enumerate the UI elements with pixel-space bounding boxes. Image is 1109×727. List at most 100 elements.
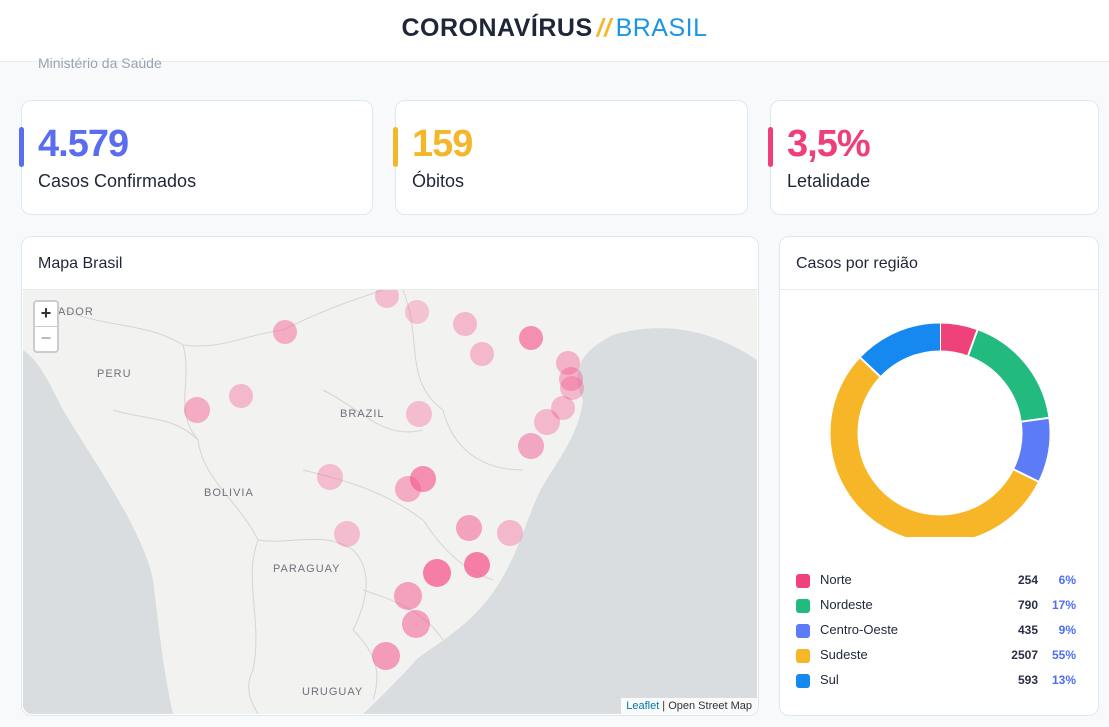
legend-row-centro-oeste[interactable]: Centro-Oeste 435 9% <box>796 622 1086 642</box>
donut-separator <box>1013 468 1039 483</box>
source-text: Ministério da Saúde <box>38 55 162 71</box>
case-marker[interactable] <box>423 559 451 587</box>
stat-card-cases: 4.579 Casos Confirmados <box>19 100 373 215</box>
deaths-value: 159 <box>412 123 473 165</box>
donut-slice-sul[interactable] <box>860 323 941 377</box>
zoom-in-button[interactable]: + <box>40 303 52 323</box>
site-title-separator: // <box>596 14 612 42</box>
legend-count: 254 <box>1017 573 1038 587</box>
confirmed-cases-value: 4.579 <box>38 123 129 165</box>
legend-percent: 9% <box>1058 623 1076 637</box>
legend-name: Centro-Oeste <box>820 622 899 637</box>
case-marker[interactable] <box>184 397 210 423</box>
stat-card-lethality: 3,5% Letalidade <box>768 100 1099 215</box>
site-title-main: CORONAVÍRUS <box>401 14 593 42</box>
leaflet-link[interactable]: Leaflet <box>626 700 660 712</box>
legend-swatch <box>796 574 810 588</box>
stat-accent <box>393 127 398 167</box>
legend-count: 593 <box>1017 673 1038 687</box>
case-markers <box>184 290 584 670</box>
legend-name: Sul <box>820 672 839 687</box>
donut-slice-nordeste[interactable] <box>967 330 1049 423</box>
legend-row-norte[interactable]: Norte 254 6% <box>796 572 1086 592</box>
case-marker[interactable] <box>556 351 580 375</box>
case-marker[interactable] <box>497 520 523 546</box>
lethality-value: 3,5% <box>787 123 871 165</box>
legend-swatch <box>796 599 810 613</box>
donut-slice-centro-oeste[interactable] <box>1013 417 1050 482</box>
legend-name: Sudeste <box>820 647 868 662</box>
legend-count: 435 <box>1017 623 1038 637</box>
legend-count: 2507 <box>1011 648 1038 662</box>
legend-row-sudeste[interactable]: Sudeste 2507 55% <box>796 647 1086 667</box>
map-graphic <box>23 290 757 714</box>
legend-swatch <box>796 674 810 688</box>
case-marker[interactable] <box>334 521 360 547</box>
donut-slice-norte[interactable] <box>939 323 978 356</box>
case-marker[interactable] <box>273 320 297 344</box>
case-marker[interactable] <box>560 376 584 400</box>
case-marker[interactable] <box>464 552 490 578</box>
case-marker[interactable] <box>405 300 429 324</box>
legend-percent: 17% <box>1051 598 1076 612</box>
legend-percent: 13% <box>1051 673 1076 687</box>
case-marker[interactable] <box>470 342 494 366</box>
case-marker[interactable] <box>534 409 560 435</box>
case-marker[interactable] <box>402 610 430 638</box>
case-marker[interactable] <box>518 433 544 459</box>
legend-swatch <box>796 624 810 638</box>
case-marker[interactable] <box>229 384 253 408</box>
legend-percent: 55% <box>1051 648 1076 662</box>
divider <box>22 289 758 290</box>
top-bar: CORONAVÍRUS//BRASIL <box>0 0 1109 62</box>
map-label-uruguay: URUGUAY <box>302 686 364 698</box>
donut-separator <box>1021 416 1049 423</box>
case-marker[interactable] <box>394 582 422 610</box>
case-marker[interactable] <box>317 464 343 490</box>
map-title: Mapa Brasil <box>38 255 123 272</box>
donut-separator <box>967 329 979 356</box>
legend-swatch <box>796 649 810 663</box>
deaths-label: Óbitos <box>412 171 465 191</box>
land-mass <box>23 290 757 714</box>
legend-row-sul[interactable]: Sul 593 13% <box>796 672 1086 692</box>
legend-name: Norte <box>820 572 852 587</box>
case-marker[interactable] <box>395 476 421 502</box>
region-panel: Casos por região Norte 254 6% Nordeste 790 17… <box>779 236 1099 716</box>
site-title-country: BRASIL <box>615 14 708 42</box>
case-marker[interactable] <box>372 642 400 670</box>
region-donut-chart[interactable] <box>780 307 1100 537</box>
confirmed-cases-label: Casos Confirmados <box>38 171 197 191</box>
lethality-label: Letalidade <box>787 171 871 191</box>
site-title[interactable]: CORONAVÍRUS//BRASIL <box>0 14 1109 43</box>
case-marker[interactable] <box>410 466 436 492</box>
map-label-bolivia: BOLIVIA <box>204 487 254 499</box>
map-label-brazil: BRAZIL <box>340 408 385 420</box>
legend-count: 790 <box>1017 598 1038 612</box>
legend-row-nordeste[interactable]: Nordeste 790 17% <box>796 597 1086 617</box>
stat-accent <box>19 127 24 167</box>
map-canvas[interactable]: ADOR PERU BRAZIL BOLIVIA PARAGUAY URUGUA… <box>23 290 757 714</box>
case-marker[interactable] <box>551 396 575 420</box>
map-label-paraguay: PARAGUAY <box>273 563 341 575</box>
case-marker[interactable] <box>519 326 543 350</box>
case-marker[interactable] <box>375 290 399 308</box>
map-label-peru: PERU <box>97 368 132 380</box>
case-marker[interactable] <box>406 401 432 427</box>
map-panel: Mapa Brasil ADOR PERU BRAZI <box>21 236 759 716</box>
case-marker[interactable] <box>456 515 482 541</box>
donut-separator <box>859 357 881 378</box>
stat-accent <box>768 127 773 167</box>
case-marker[interactable] <box>559 367 583 391</box>
legend-percent: 6% <box>1058 573 1076 587</box>
legend-name: Nordeste <box>820 597 873 612</box>
divider <box>780 289 1098 290</box>
region-title: Casos por região <box>796 255 918 272</box>
zoom-out-button[interactable]: − <box>35 326 57 350</box>
zoom-control: + − <box>33 300 59 353</box>
osm-attribution: | Open Street Map <box>659 700 752 712</box>
donut-slice-sudeste[interactable] <box>830 357 1039 537</box>
map-attribution: Leaflet | Open Street Map <box>621 698 757 714</box>
case-marker[interactable] <box>453 312 477 336</box>
stat-card-deaths: 159 Óbitos <box>393 100 748 215</box>
